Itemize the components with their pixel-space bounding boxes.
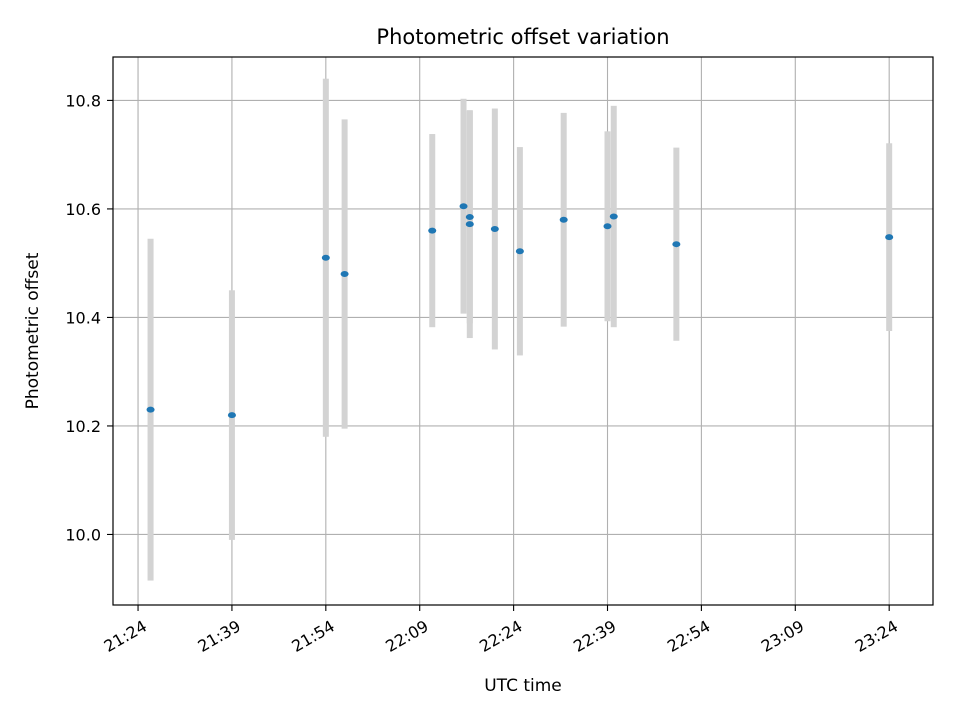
data-point: [340, 271, 349, 278]
y-tick-label: 10.2: [65, 417, 101, 436]
data-point: [490, 225, 499, 232]
y-tick-label: 10.0: [65, 525, 101, 544]
data-point: [672, 241, 681, 248]
plot-frame: [112, 56, 934, 606]
x-axis-label: UTC time: [484, 676, 562, 696]
y-axis-label: Photometric offset: [23, 252, 43, 409]
data-point: [515, 248, 524, 255]
data-point: [146, 406, 155, 413]
y-axis-ticks: 10.0 10.2 10.4 10.6 10.8: [65, 91, 113, 544]
data-point: [885, 234, 894, 241]
data-point: [465, 214, 474, 221]
plot-area: [113, 57, 933, 605]
data-point: [609, 213, 618, 220]
data-point: [321, 254, 330, 261]
y-tick-label: 10.4: [65, 308, 101, 327]
data-point: [559, 216, 568, 223]
y-tick-label: 10.6: [65, 200, 101, 219]
data-point: [227, 412, 236, 419]
y-tick-label: 10.8: [65, 91, 101, 110]
data-point: [603, 223, 612, 230]
data-point: [428, 227, 437, 234]
data-points: [146, 203, 894, 419]
data-point: [459, 203, 468, 210]
chart-title: Photometric offset variation: [376, 25, 669, 49]
data-point: [465, 221, 474, 228]
